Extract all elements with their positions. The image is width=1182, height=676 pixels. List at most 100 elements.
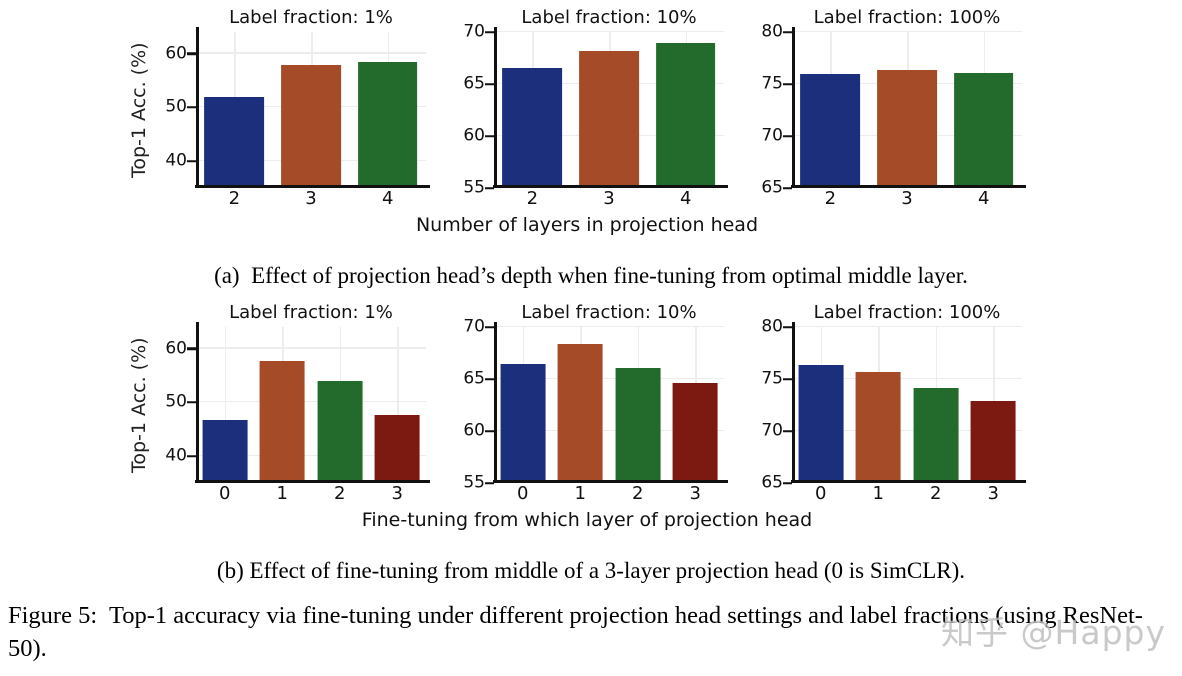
chart-body: 55 60 65 70	[450, 318, 728, 491]
x-tick-label: 4	[381, 188, 394, 209]
x-tick-labels: 0 1 2 3	[792, 483, 1022, 505]
y-tick-label: 75	[761, 368, 783, 389]
bar-0	[798, 365, 844, 483]
gridline-horizontal	[494, 429, 724, 431]
caption-a: (a) Effect of projection head’s depth wh…	[214, 263, 968, 288]
gridline-horizontal	[792, 377, 1022, 379]
y-tick-mark	[783, 186, 792, 190]
subplot-b-1pct: Label fraction: 1% 40 50 60 0 1 2 3	[152, 302, 430, 505]
x-tick-label: 3	[689, 483, 701, 504]
bar-3	[672, 383, 718, 483]
y-tick-label: 55	[463, 472, 485, 493]
y-axis-spine	[196, 27, 199, 188]
gridline-horizontal	[792, 30, 1022, 32]
y-tick-label: 50	[165, 96, 187, 117]
y-axis: 40 50 60	[152, 32, 196, 188]
x-axis-spine	[791, 184, 1026, 188]
y-tick-mark	[485, 481, 494, 485]
subplot-a-1pct: Label fraction: 1% 40 50 60 2 3 4	[152, 8, 430, 210]
y-axis-spine	[792, 322, 795, 483]
subplot-b-10pct: Label fraction: 10% 55 60 65 70 0 1 2 3	[450, 302, 728, 505]
chart-body: 40 50 60	[152, 27, 430, 188]
y-tick-mark	[187, 52, 196, 55]
x-tick-label: 2	[228, 188, 241, 209]
bar-2	[913, 388, 959, 483]
y-tick-label: 75	[761, 73, 783, 94]
gridline-vertical	[224, 327, 227, 483]
x-axis-spine	[195, 479, 430, 483]
subplots-row-a: Label fraction: 1% 40 50 60 2 3 4 Label fractio…	[152, 7, 1026, 210]
bar-3	[877, 70, 937, 188]
plot-area	[485, 322, 728, 485]
x-tick-label: 3	[987, 483, 999, 504]
x-tick-label: 3	[901, 188, 913, 209]
y-tick-label: 60	[463, 420, 485, 441]
x-tick-label: 0	[517, 483, 529, 504]
x-tick-label: 1	[574, 483, 586, 504]
chart-title: Label fraction: 10%	[521, 302, 697, 323]
x-tick-label: 2	[930, 483, 942, 504]
plot-area	[783, 322, 1026, 485]
subplots-row-b: Label fraction: 1% 40 50 60 0 1 2 3 Label fracti…	[152, 302, 1026, 505]
x-axis-spine	[791, 479, 1026, 483]
x-tick-labels: 2 3 4	[494, 188, 724, 210]
chart-row-b: Top-1 Acc. (%) Label fraction: 1% 40 50 60 0…	[126, 303, 1182, 505]
x-axis-spine	[493, 184, 728, 188]
gridline-vertical	[397, 327, 399, 483]
y-tick-mark	[485, 134, 494, 138]
y-tick-mark	[783, 481, 792, 485]
bar-3	[374, 414, 420, 483]
bar-2	[615, 367, 661, 483]
chart-title: Label fraction: 100%	[813, 7, 1001, 28]
gridline-horizontal	[196, 454, 426, 457]
chart-title: Label fraction: 10%	[521, 7, 697, 28]
figure-caption: Figure 5: Top-1 accuracy via fine-tuning…	[8, 602, 1143, 662]
x-tick-labels: 0 1 2 3	[494, 483, 724, 505]
plot-area	[187, 27, 430, 188]
y-axis-spine	[494, 27, 497, 188]
gridline-horizontal	[196, 400, 426, 403]
x-tick-labels: 0 1 2 3	[196, 483, 426, 505]
chart-title: Label fraction: 1%	[229, 302, 393, 323]
y-tick-label: 70	[463, 21, 485, 42]
y-axis: 65 70 75 80	[748, 23, 792, 196]
chart-row-a: Top-1 Acc. (%) Label fraction: 1% 40 50 60 2…	[126, 8, 1182, 210]
y-tick-label: 70	[463, 316, 485, 337]
bar-0	[202, 420, 248, 483]
plot-area	[783, 27, 1026, 190]
panel-b: Top-1 Acc. (%) Label fraction: 1% 40 50 60 0…	[0, 289, 1182, 584]
y-tick-mark	[485, 377, 494, 381]
bar-3	[970, 400, 1016, 483]
x-tick-label: 0	[219, 483, 231, 504]
y-tick-label: 80	[761, 316, 783, 337]
watermark: 知乎 @Happy	[941, 613, 1166, 652]
y-tick-label: 70	[761, 420, 783, 441]
x-tick-label: 4	[679, 188, 692, 209]
y-tick-mark	[783, 325, 792, 329]
gridline-horizontal	[494, 377, 724, 379]
x-tick-label: 2	[526, 188, 539, 209]
y-tick-mark	[783, 134, 792, 138]
y-axis-spine	[792, 27, 795, 188]
y-axis: 55 60 65 70	[450, 23, 494, 196]
y-tick-mark	[187, 347, 196, 350]
y-tick-mark	[187, 106, 196, 109]
y-axis-label-b: Top-1 Acc. (%)	[128, 337, 150, 473]
bar-2	[800, 73, 861, 188]
bar-4	[655, 43, 716, 188]
y-tick-label: 55	[463, 177, 485, 198]
y-tick-mark	[187, 454, 196, 458]
bar-2	[502, 68, 563, 188]
bar-4	[953, 72, 1014, 188]
y-tick-mark	[783, 82, 792, 86]
x-tick-label: 2	[824, 188, 837, 209]
bar-1	[557, 343, 603, 483]
x-tick-labels: 2 3 4	[196, 188, 426, 210]
chart-body: 65 70 75 80	[748, 318, 1026, 491]
y-tick-label: 40	[165, 150, 187, 171]
y-tick-label: 80	[761, 21, 783, 42]
y-tick-mark	[485, 30, 494, 34]
y-axis: 55 60 65 70	[450, 318, 494, 491]
y-tick-mark	[485, 186, 494, 190]
